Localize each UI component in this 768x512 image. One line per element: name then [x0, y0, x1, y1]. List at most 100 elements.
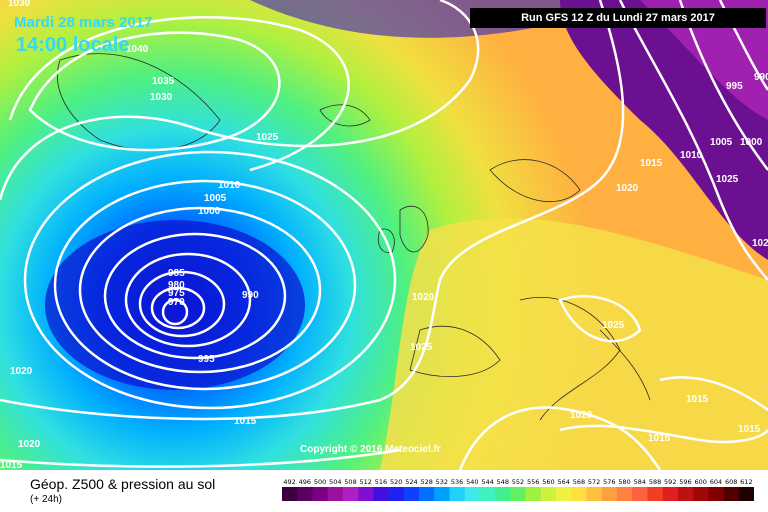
isobar-label: 1025 [256, 132, 279, 143]
scale-label: 504 [329, 478, 341, 486]
scale-swatch [495, 487, 511, 501]
low-core [45, 220, 305, 390]
scale-swatch [342, 487, 359, 501]
copyright-notice: Copyright © 2016 Meteociel.fr [300, 444, 441, 455]
scale-label: 576 [603, 478, 615, 486]
scale-swatch [282, 487, 298, 501]
scale-label: 536 [451, 478, 463, 486]
scale-swatch [571, 487, 587, 501]
isobar-label: 1030 [8, 0, 31, 9]
isobar-label: 1030 [150, 92, 173, 103]
map-subtitle: (+ 24h) [30, 494, 62, 505]
isobar-label: 1015 [648, 433, 671, 444]
isobar-label: 1025 [410, 342, 433, 353]
run-banner: Run GFS 12 Z du Lundi 27 mars 2017 [470, 8, 766, 28]
isobar-label: 1020 [616, 183, 639, 194]
isobar-label: 1005 [204, 193, 227, 204]
scale-swatch [434, 487, 450, 501]
isobar-label: 1020 [412, 292, 435, 303]
scale-swatch [632, 487, 648, 501]
isobar-label: 1005 [710, 137, 733, 148]
scale-label: 560 [542, 478, 554, 486]
warm-ridge [380, 218, 768, 470]
scale-swatch [419, 487, 435, 501]
isobar-label: 1035 [152, 76, 175, 87]
map-title: Géop. Z500 & pression au sol [30, 476, 216, 492]
scale-swatch [586, 487, 603, 501]
isobar-label: 1025 [602, 320, 625, 331]
scale-swatch [373, 487, 389, 501]
isobar-label: 1020 [18, 439, 41, 450]
scale-swatch [677, 487, 694, 501]
isobar-label: 1015 [234, 416, 257, 427]
isobar-label: 980 [168, 280, 185, 291]
scale-label: 600 [694, 478, 706, 486]
isobar-label: 1040 [126, 44, 149, 55]
scale-label: 512 [360, 478, 372, 486]
scale-swatch [464, 487, 481, 501]
scale-swatch [708, 487, 724, 501]
scale-swatch [662, 487, 679, 501]
isobar-label: 1010 [680, 150, 703, 161]
scale-swatch [556, 487, 572, 501]
isobar-label: 1015 [0, 460, 23, 470]
scale-swatch [403, 487, 420, 501]
isobar-label: 1020 [10, 366, 33, 377]
scale-label: 548 [497, 478, 509, 486]
scale-label: 612 [740, 478, 752, 486]
scale-swatch [616, 487, 633, 501]
isobar-label: 1000 [198, 206, 221, 217]
isobar-label: 1010 [218, 180, 241, 191]
scale-label: 528 [420, 478, 432, 486]
isobar-label: 1015 [738, 424, 761, 435]
scale-swatch [738, 487, 754, 501]
scale-swatch [388, 487, 405, 501]
isobar-label: 1015 [686, 394, 709, 405]
scale-label: 520 [390, 478, 402, 486]
isobar-label: 1000 [740, 137, 763, 148]
scale-swatch [601, 487, 618, 501]
scale-swatch [525, 487, 542, 501]
isobar-label: 985 [168, 268, 185, 279]
scale-label: 552 [512, 478, 524, 486]
isobar-label: 995 [726, 81, 743, 92]
scale-swatch [327, 487, 344, 501]
isobar-label: 1020 [752, 238, 768, 249]
scale-swatch [723, 487, 740, 501]
isobar-labels: 1030 1040 1035 1030 1025 1010 1005 1000 … [0, 0, 768, 470]
isobar-label: 990 [754, 72, 768, 83]
isobar-label: 990 [242, 290, 259, 301]
isobar-label: 1015 [640, 158, 663, 169]
scale-swatch [647, 487, 663, 501]
forecast-date: Mardi 28 mars 2017 [14, 14, 153, 31]
color-scale: 492 496 500 504 508 512 516 520 524 528 532 536 540 5… [282, 478, 754, 501]
scale-label: 524 [405, 478, 417, 486]
isobar-label: 970 [168, 297, 185, 308]
scale-swatch [358, 487, 374, 501]
scale-label: 532 [436, 478, 448, 486]
scale-swatch [693, 487, 709, 501]
scale-label: 584 [634, 478, 646, 486]
scale-swatch [312, 487, 328, 501]
isobar-label: 1020 [570, 410, 593, 421]
scale-label: 500 [314, 478, 326, 486]
scale-swatch [510, 487, 526, 501]
isobar-label: 1025 [716, 174, 739, 185]
scale-label: 540 [466, 478, 478, 486]
scale-label: 580 [618, 478, 630, 486]
scale-label: 492 [283, 478, 295, 486]
isobar-label: 995 [198, 354, 215, 365]
isobar-label: 975 [168, 288, 185, 299]
scale-swatch [540, 487, 557, 501]
scale-label: 496 [299, 478, 311, 486]
scale-label: 544 [481, 478, 493, 486]
pressure-map: 1030 1040 1035 1030 1025 1010 1005 1000 … [0, 0, 768, 470]
scale-label: 572 [588, 478, 600, 486]
scale-label: 588 [649, 478, 661, 486]
scale-label: 508 [344, 478, 356, 486]
scale-label: 516 [375, 478, 387, 486]
coastlines [57, 53, 651, 421]
scale-label: 604 [710, 478, 722, 486]
scale-label: 568 [573, 478, 585, 486]
scale-label: 596 [679, 478, 691, 486]
